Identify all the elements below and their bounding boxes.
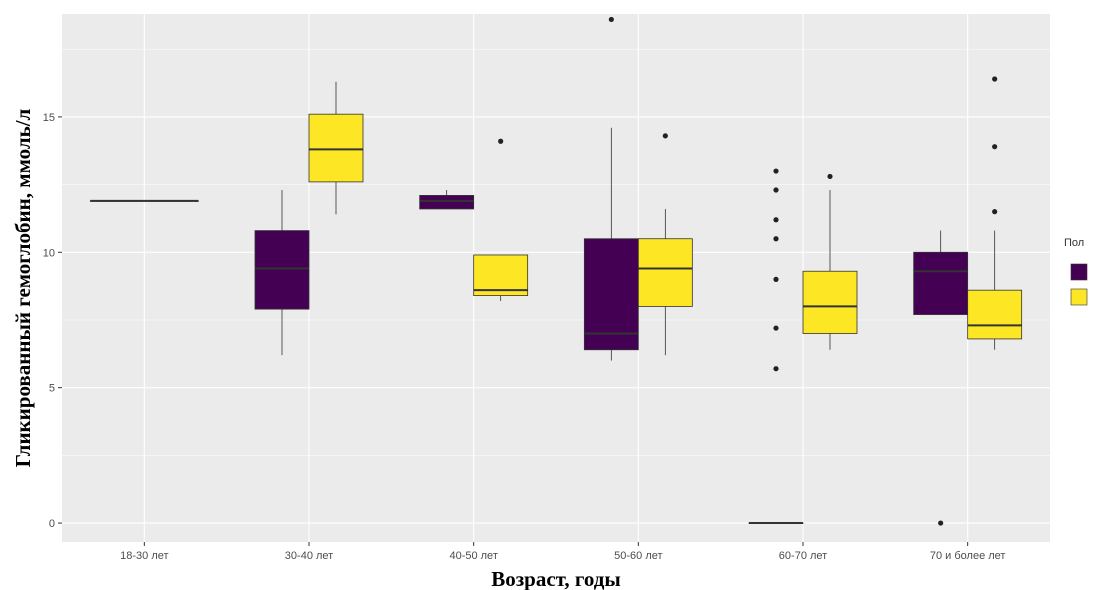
outlier-point	[498, 138, 504, 144]
box-series-2	[967, 76, 1023, 350]
box-series-1	[748, 168, 804, 525]
outlier-point	[773, 236, 779, 242]
box-series-1	[913, 230, 969, 526]
outlier-point	[773, 187, 779, 193]
x-tick-label: 18-30 лет	[120, 550, 168, 562]
box	[473, 254, 529, 297]
outlier-point	[992, 76, 998, 82]
outlier-point	[773, 168, 779, 174]
outlier-point	[662, 133, 668, 139]
y-axis-ticks: 0 5 10 15	[43, 112, 62, 530]
outlier-point	[773, 276, 779, 282]
box-series-1	[254, 190, 310, 356]
legend-key-1	[1070, 263, 1088, 281]
box-series-2	[473, 138, 529, 302]
box	[419, 195, 475, 210]
x-tick-label: 60-70 лет	[779, 550, 827, 562]
box	[308, 113, 364, 183]
outlier-point	[992, 209, 998, 215]
outlier-point	[773, 325, 779, 331]
y-tick-label: 5	[49, 383, 55, 395]
box-series-1	[419, 190, 475, 210]
y-axis-title: Гликированный гемоглобин, ммоль/л	[11, 108, 35, 467]
box-series-2	[802, 173, 858, 350]
outlier-point	[773, 366, 779, 372]
box	[967, 289, 1023, 340]
box-series-1	[89, 199, 199, 202]
legend-title: Пол	[1064, 237, 1084, 249]
outlier-point	[992, 144, 998, 150]
y-tick-label: 0	[49, 518, 55, 530]
box-series-2	[308, 81, 364, 215]
box-series-2	[637, 133, 693, 356]
legend-key-2	[1070, 288, 1088, 306]
box	[583, 238, 639, 351]
box	[802, 270, 858, 334]
box	[913, 251, 969, 315]
panel-background	[62, 14, 1050, 542]
box	[254, 230, 310, 310]
box	[637, 238, 693, 307]
x-tick-label: 50-60 лет	[614, 550, 662, 562]
box-series-1	[583, 16, 639, 361]
outlier-point	[827, 173, 833, 180]
boxes	[89, 16, 1023, 526]
y-tick-label: 15	[43, 112, 55, 124]
x-tick-label: 40-50 лет	[449, 550, 497, 562]
outlier-point	[938, 520, 944, 526]
outlier-point	[608, 16, 614, 23]
x-tick-label: 70 и более лет	[930, 550, 1006, 562]
x-tick-label: 30-40 лет	[285, 550, 333, 562]
y-tick-label: 10	[43, 247, 55, 259]
x-axis-title: Возраст, годы	[491, 567, 621, 590]
outlier-point	[773, 217, 779, 223]
legend: Пол	[1064, 237, 1088, 306]
x-axis-ticks: 18-30 лет 30-40 лет 40-50 лет 50-60 лет 60-7…	[120, 542, 1005, 562]
